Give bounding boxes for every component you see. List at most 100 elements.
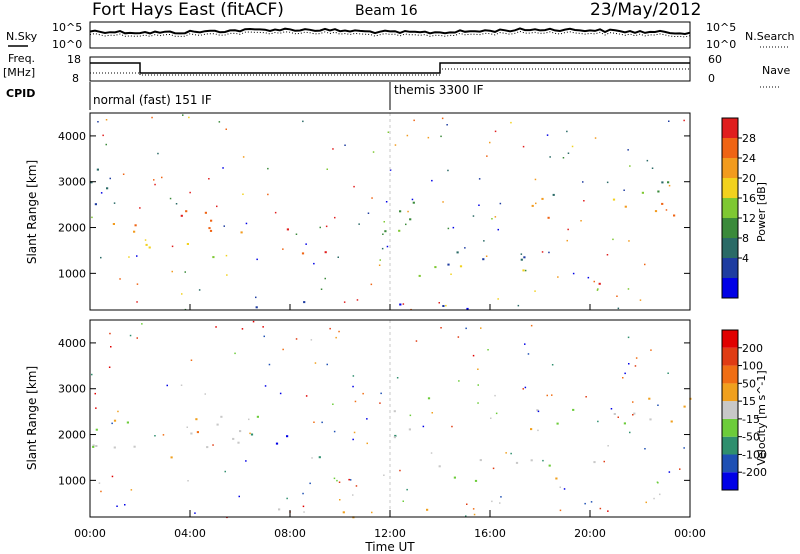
scatter-cell [622, 377, 624, 379]
scatter-cell [651, 167, 654, 169]
range-gate-cell [482, 258, 485, 261]
scatter-cell [477, 368, 479, 370]
scatter-cell [234, 352, 236, 355]
noise-tick-low-right: 10^0 [706, 38, 736, 51]
range-gate-cell [523, 256, 526, 259]
scatter-cell [644, 263, 646, 266]
scatter-cell [494, 130, 497, 133]
colorbar-swatch [722, 347, 738, 366]
scatter-cell [311, 457, 313, 459]
scatter-cell [190, 359, 193, 361]
scatter-cell [371, 511, 373, 514]
scatter-cell [352, 385, 354, 388]
colorbar-swatch [722, 198, 738, 218]
scatter-cell [607, 445, 609, 447]
y-tick-label: 1000 [58, 267, 86, 280]
scatter-cell [102, 134, 104, 137]
scatter-cell [252, 320, 255, 323]
scatter-cell [356, 299, 359, 301]
scatter-cell [264, 385, 267, 387]
scatter-cell [490, 417, 492, 419]
range-gate-cell [216, 423, 219, 426]
range-gate-cell [474, 479, 478, 482]
scatter-cell [95, 407, 97, 409]
scatter-cell [355, 485, 358, 487]
scatter-cell [303, 511, 305, 513]
scatter-cell [255, 296, 257, 299]
scatter-cell [305, 243, 307, 245]
scatter-cell [188, 116, 190, 119]
scatter-cell [499, 202, 502, 205]
range-gate-cell [530, 428, 533, 431]
scatter-cell [629, 165, 631, 167]
scatter-cell [344, 144, 346, 146]
scatter-cell [644, 448, 646, 450]
scatter-cell [295, 338, 298, 340]
scatter-cell [109, 177, 111, 180]
range-gate-cell [552, 193, 555, 196]
scatter-cell [336, 479, 338, 482]
scatter-cell [447, 227, 450, 230]
range-gate-cell [196, 431, 199, 434]
scatter-cell [302, 120, 304, 123]
range-gate-cell [479, 459, 482, 462]
scatter-cell [487, 349, 489, 351]
range-gate-cell [324, 251, 327, 254]
colorbar-tick-label: 50 [742, 377, 756, 390]
scatter-cell [130, 489, 133, 491]
scatter-cell [472, 215, 475, 217]
scatter-cell [354, 400, 357, 403]
range-gate-cell [398, 229, 401, 232]
colorbar-tick-label: 28 [742, 132, 756, 145]
y-tick-label: 4000 [58, 337, 86, 350]
scatter-cell [366, 418, 368, 420]
scatter-cell [379, 402, 381, 404]
range-gate-cell [393, 410, 396, 413]
range-gate-cell [239, 430, 242, 433]
range-gate-cell [133, 230, 136, 233]
scatter-cell [372, 151, 375, 153]
scatter-cell [153, 179, 155, 181]
scatter-cell [617, 416, 619, 418]
noise-panel [89, 21, 691, 49]
scatter-cell [458, 380, 460, 382]
scatter-cell [387, 131, 390, 133]
colorbar-frame [721, 117, 739, 299]
range-gate-cell [434, 266, 437, 269]
scatter-cell [267, 193, 269, 196]
scatter-cell [141, 323, 143, 325]
scatter-cell [492, 467, 495, 470]
scatter-cell [248, 418, 250, 421]
range-gate-cell [278, 508, 281, 511]
velocity-heatmap [91, 320, 692, 519]
scatter-cell [431, 179, 433, 182]
range-gate-cell [303, 301, 306, 304]
scatter-cell [659, 493, 661, 496]
scatter-cell [100, 256, 102, 259]
colorbar-swatch [722, 383, 738, 402]
range-gate-cell [426, 508, 429, 511]
nsearch-label: N.Search [745, 30, 795, 43]
scatter-cell [668, 471, 671, 473]
scatter-cell [136, 283, 139, 285]
nsky-label: N.Sky [6, 30, 38, 43]
range-gate-cell [204, 211, 207, 214]
scatter-cell [627, 336, 630, 339]
scatter-cell [222, 167, 224, 169]
scatter-cell [457, 336, 460, 338]
range-gate-cell [232, 437, 235, 440]
colorbar-tick-label: -200 [742, 466, 767, 479]
colorbar-tick-label: 200 [742, 342, 763, 355]
scatter-cell [111, 475, 114, 478]
scatter-cell [491, 500, 493, 503]
scatter-cell [599, 507, 602, 510]
scatter-cell [477, 402, 479, 404]
scatter-cell [136, 301, 138, 303]
velocity-y-ticks: 1000 2000 3000 4000 [58, 337, 690, 487]
scatter-cell [223, 225, 225, 227]
scatter-cell [497, 228, 499, 231]
scatter-cell [409, 414, 412, 417]
scatter-cell [362, 392, 364, 395]
scatter-cell [623, 189, 625, 191]
scatter-cell [596, 289, 599, 291]
